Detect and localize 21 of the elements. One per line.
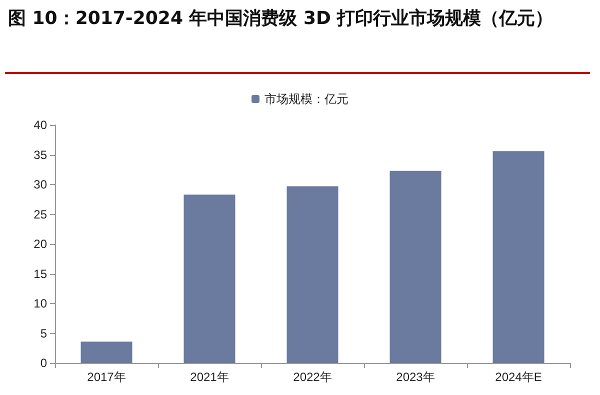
y-tick-label: 0 [40, 356, 48, 370]
x-tick-label: 2021年 [190, 370, 229, 384]
chart-title: 图 10：2017-2024 年中国消费级 3D 打印行业市场规模（亿元） [8, 7, 554, 31]
legend-label: 市场规模：亿元 [264, 92, 348, 106]
y-tick-label: 5 [40, 326, 48, 340]
x-tick-label: 2022年 [293, 370, 332, 384]
y-tick-label: 20 [34, 237, 48, 251]
y-tick-label: 25 [34, 207, 48, 222]
x-tick-label: 2023年 [396, 370, 435, 384]
bar [286, 186, 338, 363]
bar [492, 151, 544, 363]
bar [390, 170, 442, 363]
y-tick-label: 15 [34, 266, 48, 281]
bar [80, 342, 132, 363]
x-tick-label: 2024年E [495, 370, 542, 384]
y-tick-label: 40 [34, 118, 48, 132]
y-tick-label: 30 [34, 178, 48, 192]
x-tick-label: 2017年 [87, 370, 126, 384]
y-tick-label: 10 [34, 296, 48, 310]
y-tick-label: 35 [34, 148, 48, 162]
bar [184, 194, 236, 363]
